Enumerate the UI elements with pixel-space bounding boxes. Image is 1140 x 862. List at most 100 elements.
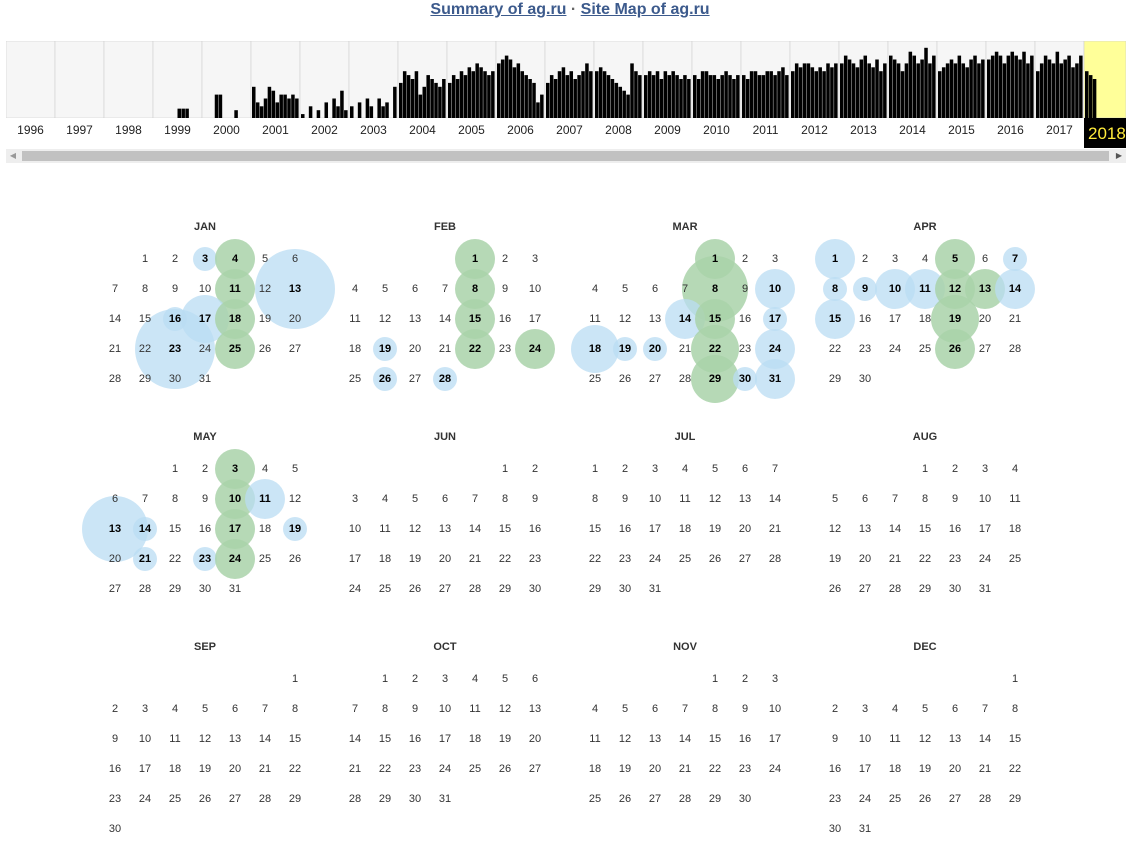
capture-day[interactable]: 26 xyxy=(378,373,392,385)
capture-day[interactable]: 22 xyxy=(468,343,482,355)
year-label-2006[interactable]: 2006 xyxy=(507,123,534,137)
year-column-1999[interactable] xyxy=(152,41,203,118)
capture-day[interactable]: 15 xyxy=(468,313,482,325)
capture-day[interactable]: 21 xyxy=(138,553,152,565)
capture-bubble[interactable] xyxy=(215,329,255,369)
scrollbar-thumb[interactable] xyxy=(22,151,1109,161)
capture-day[interactable]: 20 xyxy=(648,343,662,355)
year-column-1996[interactable] xyxy=(6,41,56,118)
capture-bubble[interactable] xyxy=(995,269,1035,309)
year-column-2003[interactable] xyxy=(348,41,399,118)
capture-bubble[interactable] xyxy=(571,325,619,373)
capture-day[interactable]: 11 xyxy=(259,493,271,505)
capture-day[interactable]: 16 xyxy=(168,313,182,325)
capture-day[interactable]: 19 xyxy=(948,313,962,325)
capture-bubble[interactable] xyxy=(823,277,847,301)
capture-day[interactable]: 14 xyxy=(138,523,152,535)
capture-bubble[interactable] xyxy=(133,547,157,571)
summary-link[interactable]: Summary of ag.ru xyxy=(430,1,567,18)
capture-day[interactable]: 11 xyxy=(919,283,931,295)
year-label-2005[interactable]: 2005 xyxy=(458,123,485,137)
scroll-left-icon[interactable]: ◀ xyxy=(9,151,17,160)
capture-day[interactable]: 28 xyxy=(438,373,452,385)
capture-day[interactable]: 23 xyxy=(168,343,182,355)
capture-bubble[interactable] xyxy=(733,367,757,391)
capture-bubble[interactable] xyxy=(455,329,495,369)
capture-day[interactable]: 31 xyxy=(768,373,782,385)
year-label-1997[interactable]: 1997 xyxy=(66,123,93,137)
capture-day[interactable]: 7 xyxy=(1011,253,1019,265)
capture-bubble[interactable] xyxy=(1003,247,1027,271)
capture-bubble[interactable] xyxy=(245,479,285,519)
year-label-2004[interactable]: 2004 xyxy=(409,123,436,137)
capture-bubble[interactable] xyxy=(853,277,877,301)
capture-day[interactable]: 14 xyxy=(1008,283,1022,295)
capture-sparkline[interactable] xyxy=(6,41,1126,118)
capture-bubble[interactable] xyxy=(433,367,457,391)
year-label-2009[interactable]: 2009 xyxy=(654,123,681,137)
year-label-2016[interactable]: 2016 xyxy=(997,123,1024,137)
capture-bubble[interactable] xyxy=(193,547,217,571)
capture-day[interactable]: 17 xyxy=(768,313,782,325)
capture-day[interactable]: 4 xyxy=(231,253,239,265)
scroll-right-icon[interactable]: ▶ xyxy=(1115,151,1123,160)
year-label-2003[interactable]: 2003 xyxy=(360,123,387,137)
year-label-1998[interactable]: 1998 xyxy=(115,123,142,137)
year-label-2014[interactable]: 2014 xyxy=(899,123,926,137)
capture-day[interactable]: 8 xyxy=(831,283,839,295)
capture-bubble[interactable] xyxy=(373,337,397,361)
capture-day[interactable]: 19 xyxy=(618,343,632,355)
capture-bubble[interactable] xyxy=(515,329,555,369)
capture-day[interactable]: 13 xyxy=(288,283,302,295)
capture-day[interactable]: 24 xyxy=(768,343,782,355)
capture-bubble[interactable] xyxy=(935,329,975,369)
capture-day[interactable]: 15 xyxy=(708,313,722,325)
capture-day[interactable]: 3 xyxy=(201,253,209,265)
capture-day[interactable]: 17 xyxy=(228,523,242,535)
year-label-2017[interactable]: 2017 xyxy=(1046,123,1073,137)
capture-day[interactable]: 19 xyxy=(378,343,392,355)
capture-day[interactable]: 24 xyxy=(528,343,542,355)
year-label-1999[interactable]: 1999 xyxy=(164,123,191,137)
capture-bubble[interactable] xyxy=(643,337,667,361)
year-label-2001[interactable]: 2001 xyxy=(262,123,289,137)
capture-day[interactable]: 5 xyxy=(951,253,959,265)
year-label-2011[interactable]: 2011 xyxy=(752,123,779,137)
capture-bubble[interactable] xyxy=(691,355,739,403)
capture-bubble[interactable] xyxy=(815,299,855,339)
capture-bubble[interactable] xyxy=(215,539,255,579)
year-label-2015[interactable]: 2015 xyxy=(948,123,975,137)
capture-bubble[interactable] xyxy=(763,307,787,331)
capture-day[interactable]: 10 xyxy=(768,283,782,295)
capture-day[interactable]: 13 xyxy=(108,523,122,535)
capture-day[interactable]: 9 xyxy=(861,283,869,295)
capture-day[interactable]: 17 xyxy=(198,313,212,325)
capture-day[interactable]: 10 xyxy=(228,493,242,505)
capture-bubble[interactable] xyxy=(613,337,637,361)
year-label-2018[interactable]: 2018 xyxy=(1084,118,1126,148)
capture-day[interactable]: 12 xyxy=(948,283,962,295)
capture-bubble[interactable] xyxy=(755,359,795,399)
capture-day[interactable]: 1 xyxy=(471,253,479,265)
year-label-2008[interactable]: 2008 xyxy=(605,123,632,137)
capture-bubble[interactable] xyxy=(255,249,335,329)
year-label-2000[interactable]: 2000 xyxy=(213,123,240,137)
capture-day[interactable]: 14 xyxy=(678,313,692,325)
capture-day[interactable]: 24 xyxy=(228,553,242,565)
capture-day[interactable]: 29 xyxy=(708,373,722,385)
capture-day[interactable]: 26 xyxy=(948,343,962,355)
year-label-2007[interactable]: 2007 xyxy=(556,123,583,137)
capture-day[interactable]: 1 xyxy=(711,253,719,265)
capture-day[interactable]: 8 xyxy=(711,283,719,295)
capture-day[interactable]: 15 xyxy=(828,313,842,325)
capture-day[interactable]: 8 xyxy=(471,283,479,295)
year-label-2002[interactable]: 2002 xyxy=(311,123,338,137)
capture-day[interactable]: 10 xyxy=(888,283,902,295)
capture-day[interactable]: 11 xyxy=(229,283,241,295)
capture-day[interactable]: 18 xyxy=(228,313,242,325)
capture-day[interactable]: 25 xyxy=(228,343,242,355)
capture-day[interactable]: 30 xyxy=(738,373,752,385)
year-label-2012[interactable]: 2012 xyxy=(801,123,828,137)
year-column-1998[interactable] xyxy=(103,41,154,118)
capture-bubble[interactable] xyxy=(283,517,307,541)
